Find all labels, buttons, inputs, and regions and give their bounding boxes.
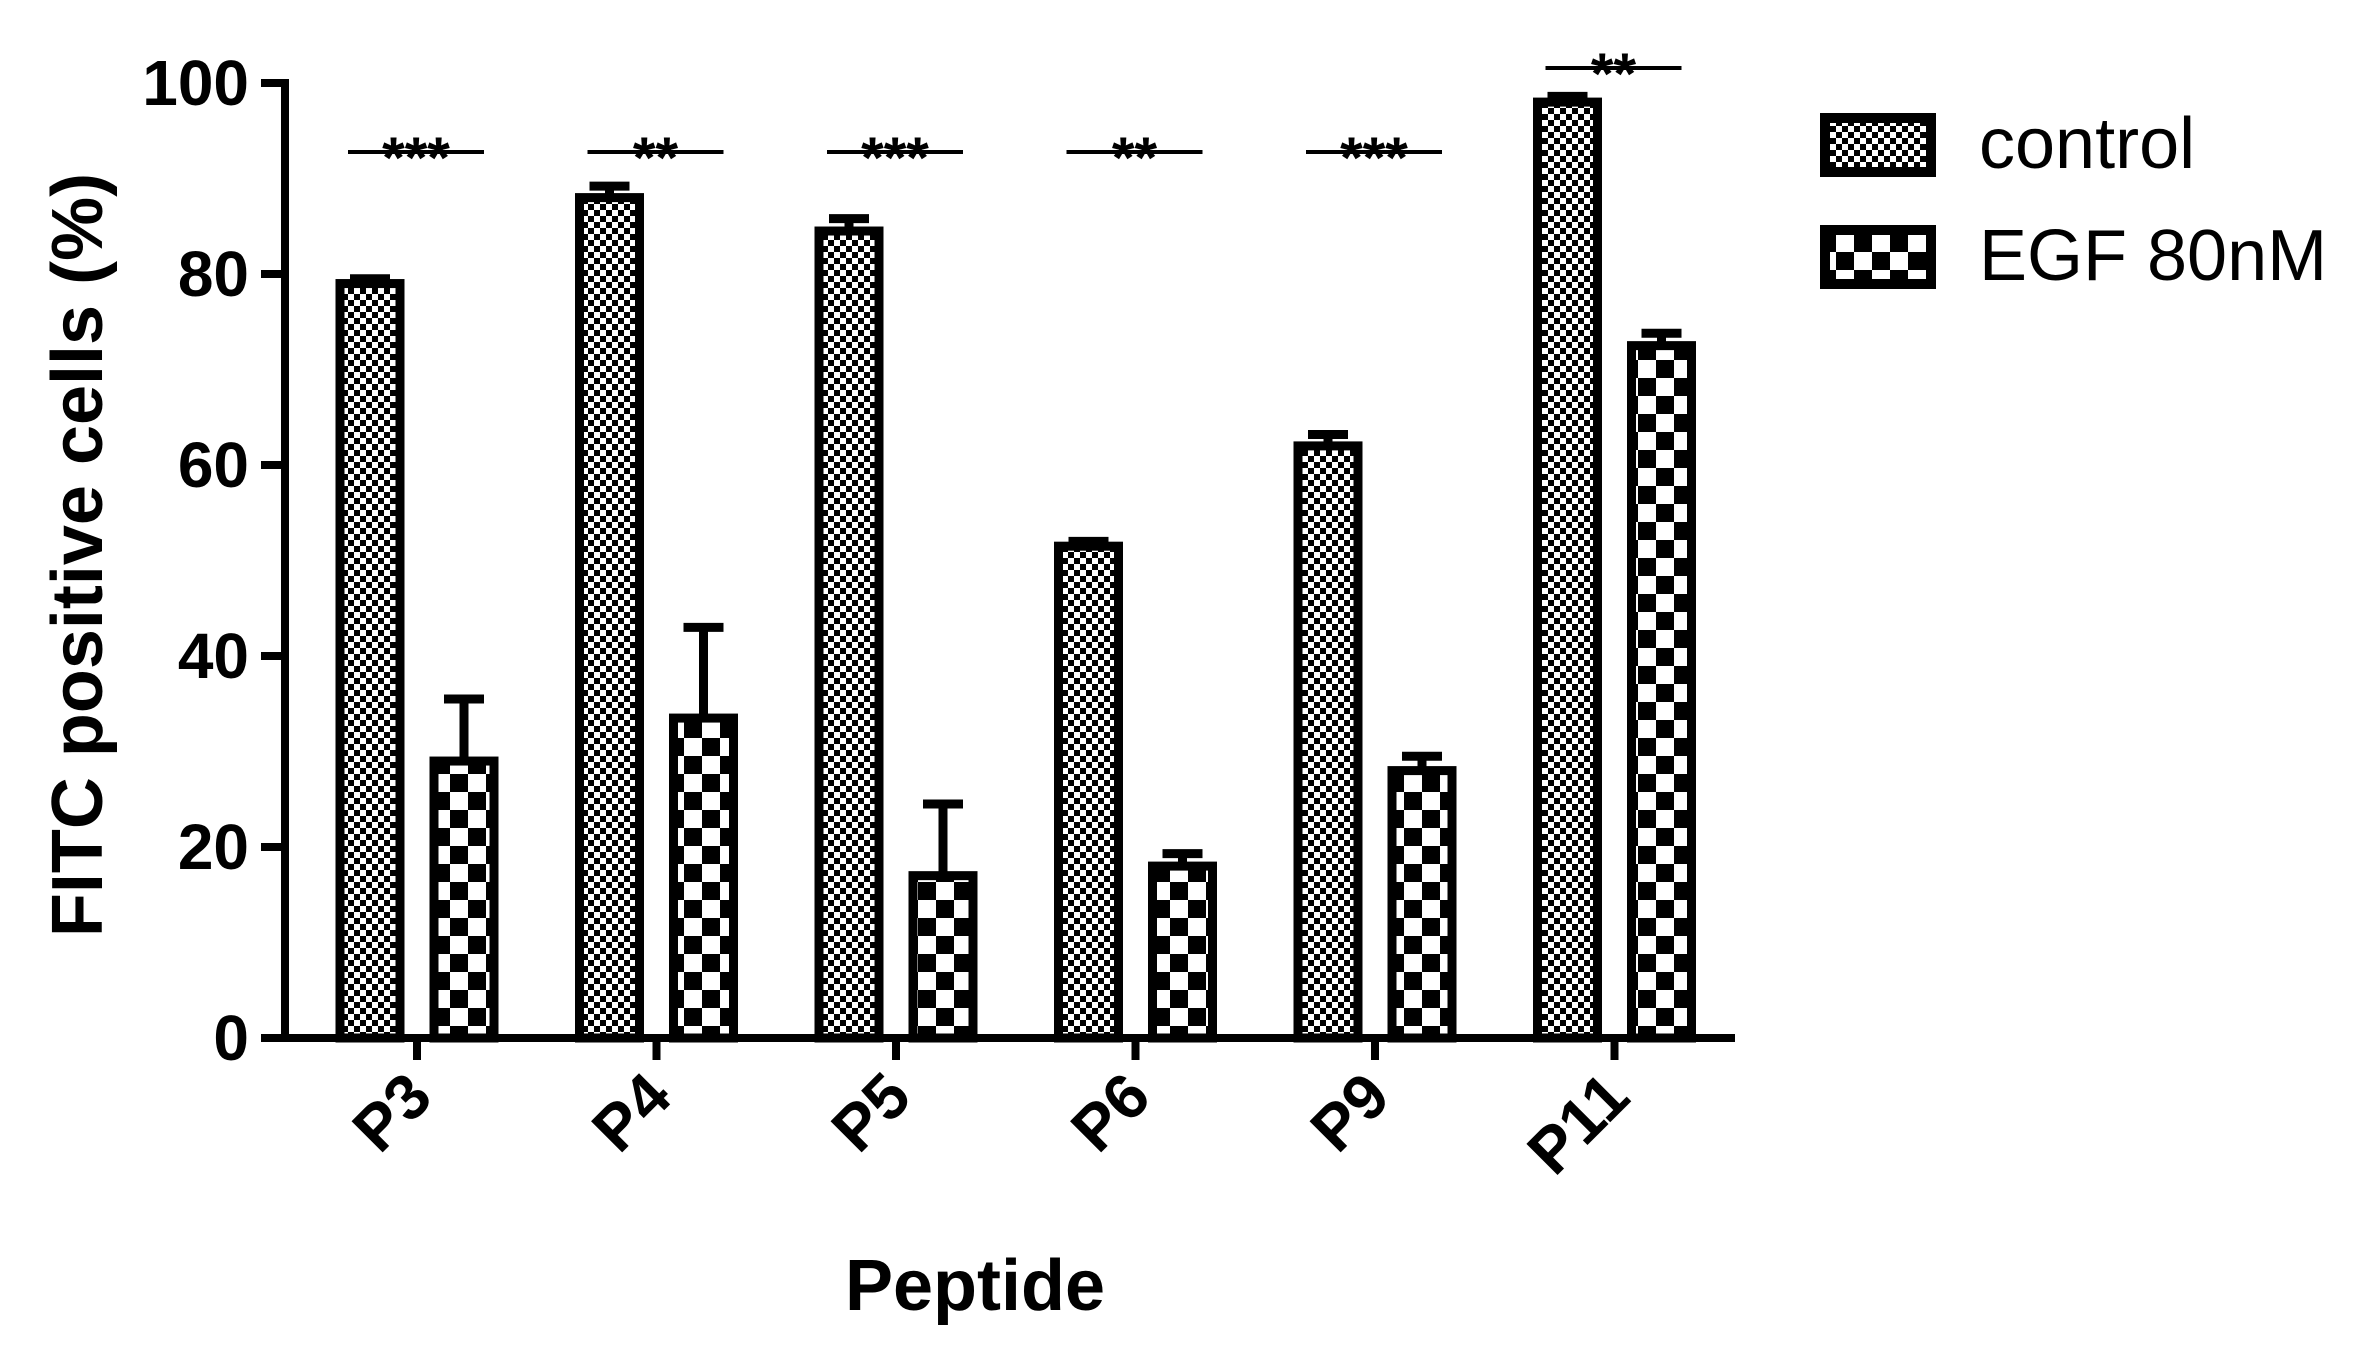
x-tick-label-p4: P4 <box>578 1059 685 1166</box>
bar-egf-80nm-p5 <box>908 871 978 1043</box>
bars-group <box>335 97 1696 1043</box>
legend-swatch-egf-80nm <box>1820 225 1936 289</box>
y-tick-label-60: 60 <box>178 429 249 501</box>
x-tick-label-p11: P11 <box>1513 1059 1642 1188</box>
bar-egf-80nm-p9 <box>1387 766 1457 1043</box>
bar-egf-80nm-p11 <box>1627 341 1696 1043</box>
bar-control-p4 <box>575 193 644 1043</box>
x-axis-title: Peptide <box>845 1246 1105 1326</box>
bar-egf-80nm-p3 <box>429 756 499 1043</box>
x-tick-label-p3: P3 <box>339 1059 445 1165</box>
y-tick-label-100: 100 <box>142 47 249 119</box>
x-tick-label-p9: P9 <box>1297 1059 1403 1165</box>
bar-control-p9 <box>1293 441 1363 1043</box>
legend-label-egf-80nm: EGF 80nM <box>1979 216 2327 296</box>
significance-label-p5: *** <box>861 126 929 191</box>
x-tick-label-p6: P6 <box>1057 1059 1163 1165</box>
y-tick-label-20: 20 <box>178 811 249 883</box>
y-tick-label-0: 0 <box>213 1002 249 1074</box>
significance-label-p3: *** <box>382 126 450 191</box>
bar-control-p11 <box>1533 97 1602 1043</box>
significance-label-p6: ** <box>1112 126 1158 191</box>
y-tick-label-40: 40 <box>178 620 249 692</box>
bar-control-p5 <box>814 226 884 1043</box>
x-tick-label-p5: P5 <box>818 1059 924 1165</box>
bar-egf-80nm-p4 <box>669 713 738 1043</box>
y-axis-title: FITC positive cells (%) <box>38 173 118 937</box>
legend-label-control: control <box>1979 104 2195 184</box>
y-tick-label-80: 80 <box>178 238 249 310</box>
bar-control-p3 <box>335 279 405 1043</box>
error-bars-group <box>350 91 1682 876</box>
legend: control EGF 80nM <box>1820 104 2327 296</box>
bar-egf-80nm-p6 <box>1148 861 1217 1043</box>
bar-control-p6 <box>1054 541 1123 1043</box>
legend-swatch-control <box>1820 113 1936 177</box>
significance-label-p11: ** <box>1591 42 1637 107</box>
significance-label-p9: *** <box>1340 126 1408 191</box>
significance-group: *** ** *** ** ***** <box>348 42 1682 191</box>
significance-label-p4: ** <box>633 126 679 191</box>
